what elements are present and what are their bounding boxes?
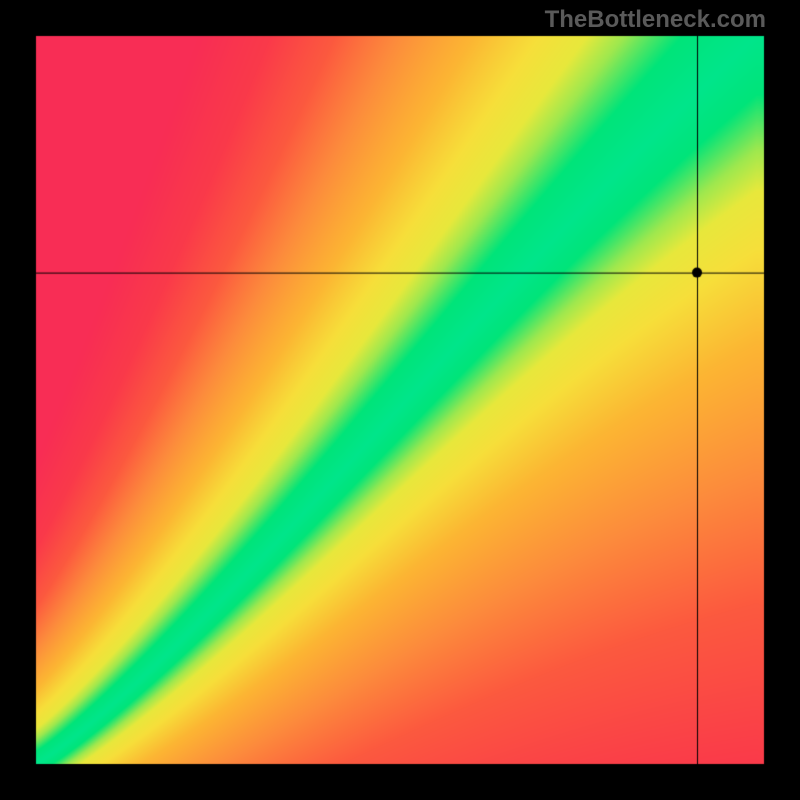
bottleneck-heatmap [0, 0, 800, 800]
watermark-text: TheBottleneck.com [545, 6, 766, 34]
chart-container: TheBottleneck.com [0, 0, 800, 800]
